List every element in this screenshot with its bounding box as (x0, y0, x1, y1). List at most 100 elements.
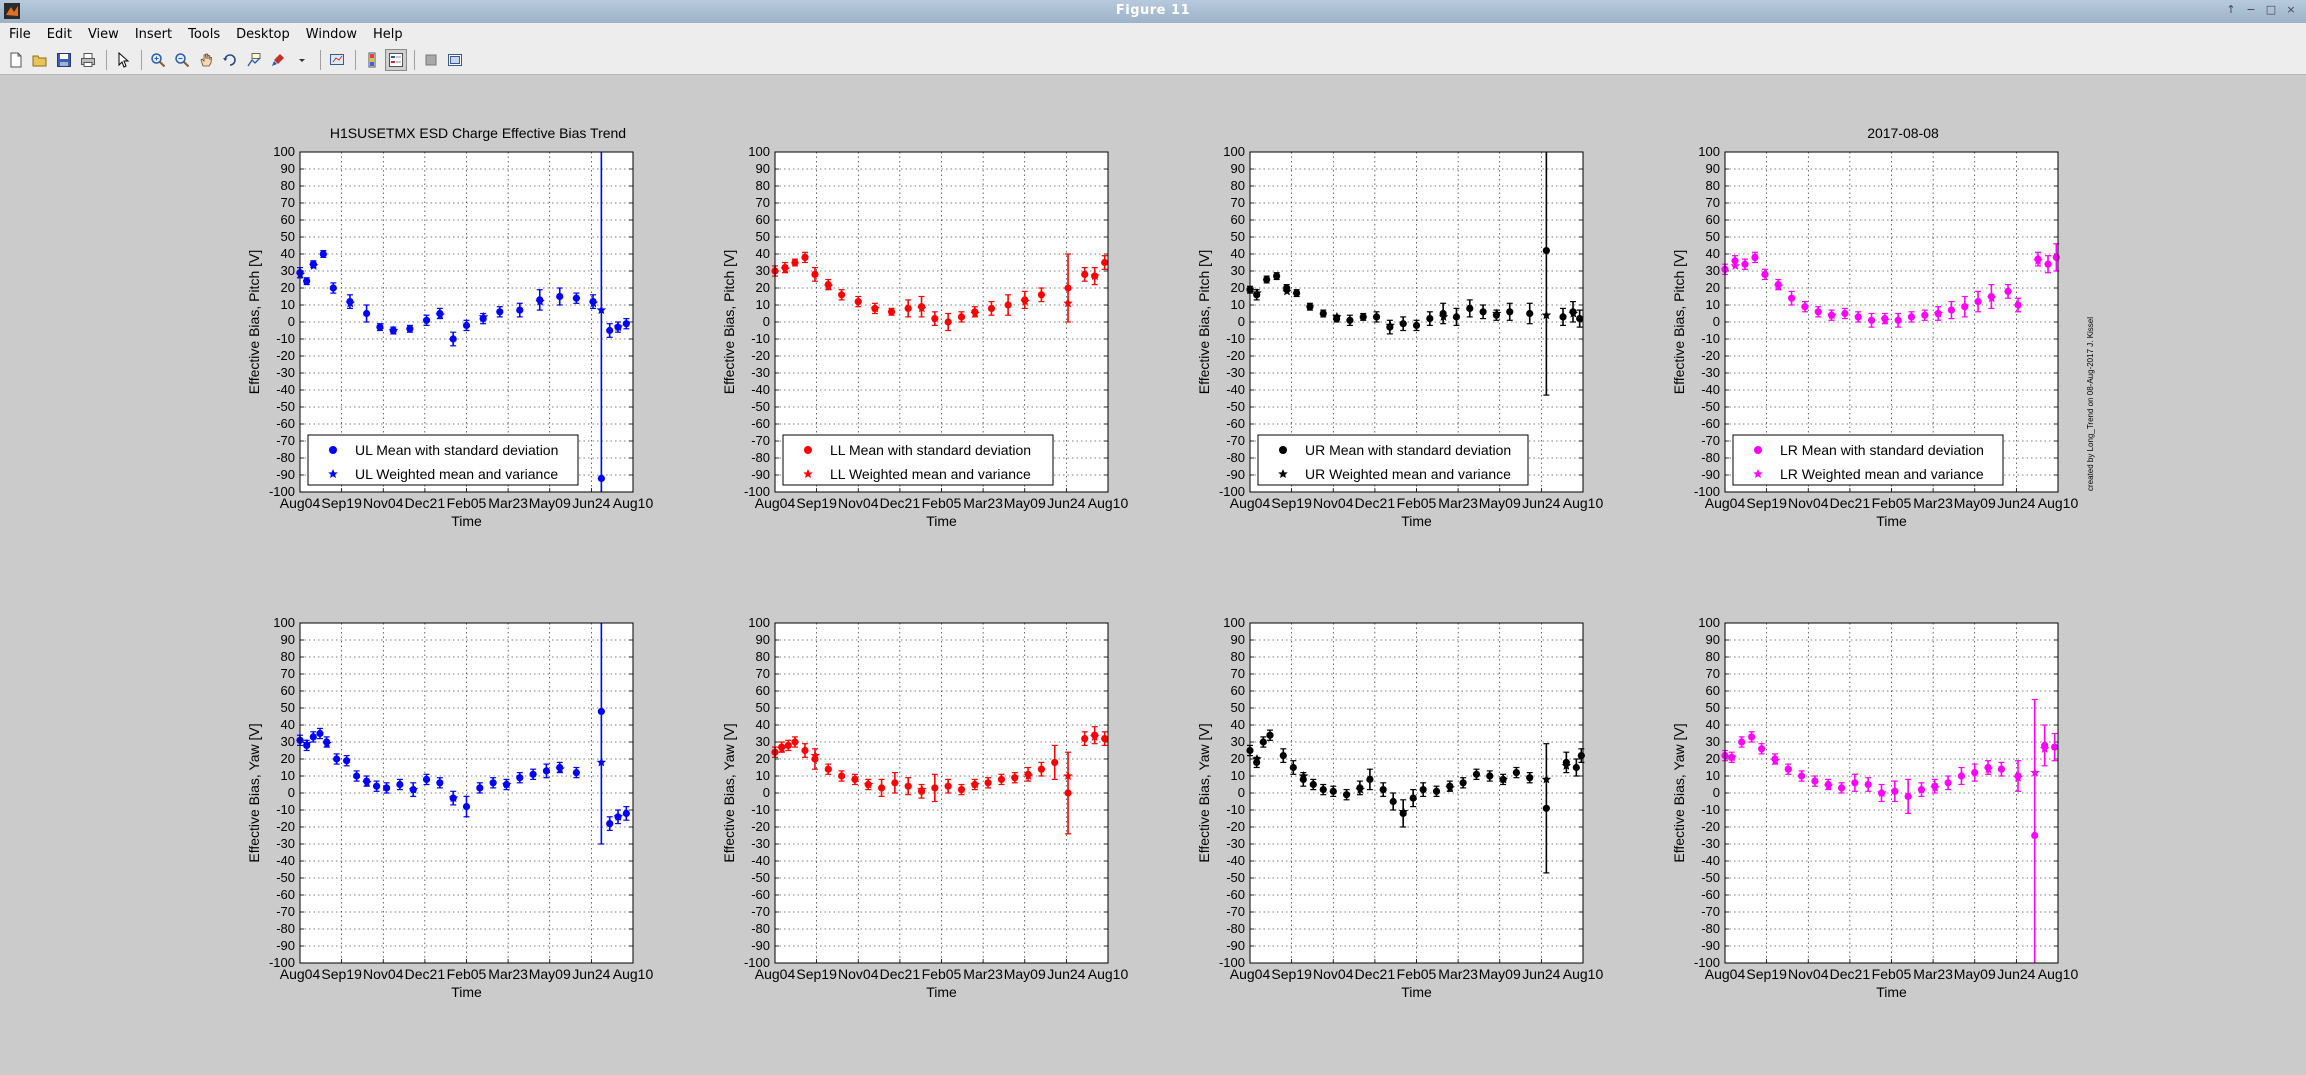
mean-marker (1037, 765, 1045, 773)
colorbar-button[interactable] (361, 49, 383, 71)
x-tick-label: Feb05 (1397, 966, 1437, 982)
y-tick-label: 80 (756, 649, 770, 664)
brush-dropdown[interactable] (291, 49, 313, 71)
menu-desktop[interactable]: Desktop (236, 26, 290, 42)
y-tick-label: 50 (1706, 229, 1720, 244)
data-cursor-button[interactable] (243, 49, 265, 71)
weighted-mean-star-marker (1023, 771, 1034, 781)
menu-window[interactable]: Window (305, 26, 358, 42)
series-mean-std (1246, 152, 1584, 396)
legend-button[interactable] (385, 48, 407, 71)
window-minimize-button[interactable]: − (2246, 3, 2256, 16)
axes-UR-pitch: -100-90-80-70-60-50-40-30-20-10010203040… (1196, 144, 1603, 529)
rotate-3d-button[interactable] (219, 49, 241, 71)
y-tick-label: -30 (276, 365, 295, 380)
y-tick-label: 100 (1223, 615, 1245, 630)
mean-marker (1101, 258, 1109, 267)
mean-marker (353, 772, 361, 780)
figure-date: 2017-08-08 (1867, 125, 1939, 141)
zoom-out-button[interactable] (171, 49, 193, 71)
open-file-icon (32, 55, 47, 66)
y-tick-label: -50 (276, 870, 295, 885)
y-tick-label: -50 (276, 399, 295, 414)
y-tick-label: -70 (1701, 433, 1720, 448)
y-tick-label: -70 (276, 904, 295, 919)
y-tick-label: -70 (1226, 433, 1245, 448)
legend-box: UR Mean with standard deviation UR Weight… (1257, 434, 1529, 486)
y-tick-label: -80 (1701, 921, 1720, 936)
print-button[interactable] (77, 49, 99, 71)
x-tick-label: Sep19 (796, 495, 837, 511)
y-tick-label: 0 (1238, 314, 1245, 329)
window-raise-button[interactable]: ↑ (2226, 3, 2236, 16)
window-close-button[interactable]: × (2286, 3, 2296, 16)
x-tick-label: Aug04 (755, 966, 796, 982)
y-tick-label: 30 (756, 263, 770, 278)
menu-insert[interactable]: Insert (134, 26, 173, 42)
weighted-mean-star-marker (863, 779, 874, 789)
weighted-mean-star-marker (970, 779, 980, 789)
menu-tools[interactable]: Tools (188, 26, 221, 42)
mean-marker (1784, 765, 1792, 773)
mean-marker (516, 774, 524, 782)
series-weighted-mean (777, 731, 1100, 794)
window-maximize-button[interactable]: □ (2265, 3, 2277, 16)
link-plot-button[interactable] (326, 49, 348, 71)
mean-marker (1526, 774, 1534, 782)
pan-button[interactable] (195, 49, 217, 71)
y-tick-label: 60 (1231, 683, 1245, 698)
figure-toolbar (0, 45, 2306, 75)
x-tick-label: Aug10 (1088, 966, 1129, 982)
y-tick-label: -90 (1226, 938, 1245, 953)
y-axis-label: Effective Bias, Yaw [V] (246, 723, 262, 862)
y-tick-label: 90 (1231, 161, 1245, 176)
series-weighted-mean (1252, 286, 1579, 330)
mean-marker (606, 820, 614, 828)
weighted-mean-star-marker (448, 793, 459, 803)
y-tick-label: -90 (751, 938, 770, 953)
menu-file[interactable]: File (9, 26, 31, 42)
x-tick-label: Jun24 (572, 495, 610, 511)
legend-frame (1732, 434, 2004, 486)
pan-icon (200, 53, 212, 66)
mean-marker (2052, 253, 2060, 261)
y-tick-label: 50 (756, 229, 770, 244)
mean-marker (1748, 733, 1756, 741)
mean-marker (1409, 794, 1417, 802)
weighted-mean-star-marker (1823, 781, 1834, 791)
menu-edit[interactable]: Edit (46, 26, 72, 42)
mean-marker (854, 298, 862, 306)
hide-plot-tools-button[interactable] (420, 49, 442, 71)
mean-marker (997, 775, 1006, 784)
x-tick-label: Feb05 (1397, 495, 1437, 511)
new-figure-button[interactable] (5, 49, 27, 71)
chevron-down-icon (299, 58, 305, 62)
show-plot-tools-button[interactable] (444, 49, 466, 71)
y-tick-label: 100 (1223, 144, 1245, 159)
y-tick-label: -20 (1701, 348, 1720, 363)
mean-marker (877, 784, 886, 792)
y-tick-label: 50 (1231, 700, 1245, 715)
mean-marker (622, 320, 630, 328)
menu-view[interactable]: View (87, 26, 119, 42)
mean-marker (1854, 313, 1862, 321)
y-tick-label: -40 (276, 853, 295, 868)
x-tick-label: Aug10 (2038, 966, 2079, 982)
weighted-mean-star-marker (1753, 469, 1763, 479)
mean-marker (1346, 316, 1354, 324)
weighted-mean-star-marker (502, 779, 512, 789)
open-file-button[interactable] (29, 49, 51, 71)
zoom-in-button[interactable] (147, 49, 169, 71)
mean-marker (851, 775, 859, 784)
y-axis-label: Effective Bias, Pitch [V] (1196, 250, 1212, 394)
weighted-mean-star-marker (1445, 782, 1455, 792)
edit-plot-button[interactable] (112, 49, 134, 71)
legend-frame (1257, 434, 1529, 486)
menu-help[interactable]: Help (373, 26, 403, 42)
mean-marker (1761, 270, 1769, 278)
series-weighted-mean (302, 738, 624, 821)
legend-item-mean: UL Mean with standard deviation (355, 442, 558, 458)
y-tick-label: -10 (1701, 802, 1720, 817)
brush-button[interactable] (267, 49, 289, 71)
save-button[interactable] (53, 49, 75, 71)
